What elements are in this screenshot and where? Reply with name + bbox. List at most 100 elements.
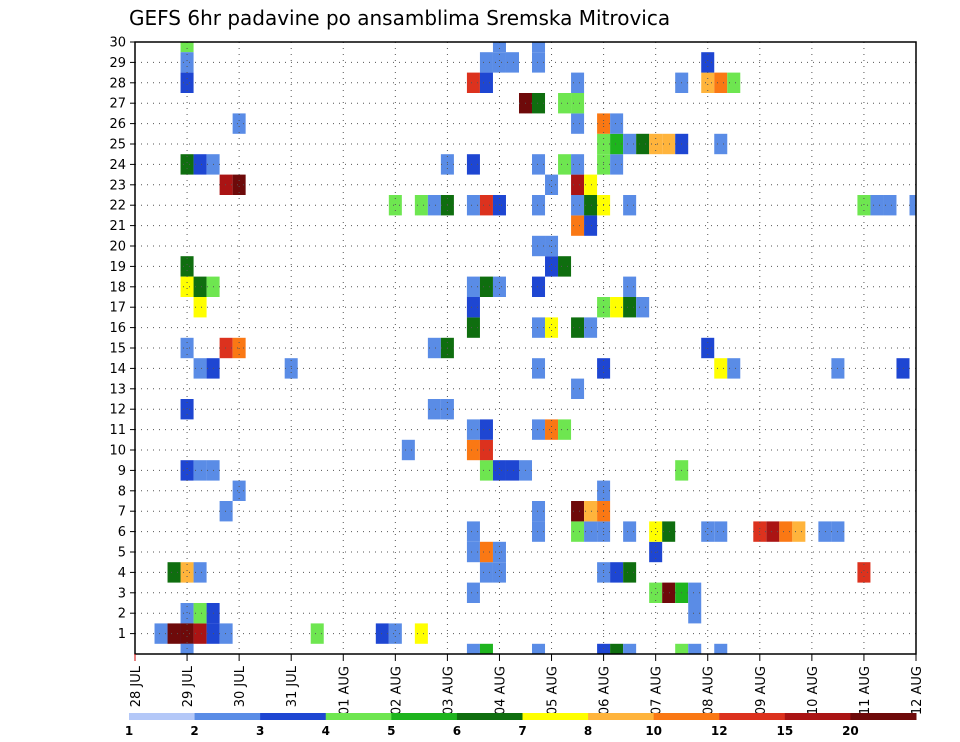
heatmap-cell xyxy=(610,154,624,175)
heatmap-cell xyxy=(180,276,194,297)
heatmap-cell xyxy=(466,317,480,338)
heatmap-cell xyxy=(492,276,506,297)
heatmap-cell xyxy=(232,113,246,134)
heatmap-cell xyxy=(623,195,637,216)
colorbar-segment xyxy=(129,713,196,720)
x-tick-label: 07 AUG xyxy=(650,666,665,715)
heatmap-cell xyxy=(584,521,598,542)
heatmap-cell xyxy=(532,276,546,297)
heatmap-cell xyxy=(219,337,233,359)
heatmap-cell xyxy=(193,276,207,297)
heatmap-cell xyxy=(193,358,207,379)
colorbar-segment xyxy=(653,713,720,720)
colorbar-label: 1 xyxy=(125,724,133,738)
colorbar-segment xyxy=(325,713,392,720)
heatmap-cell xyxy=(532,154,546,175)
heatmap-cell xyxy=(662,582,676,603)
heatmap-cell xyxy=(792,521,806,542)
x-tick-label: 09 AUG xyxy=(754,666,769,715)
heatmap-cell xyxy=(545,256,559,277)
y-tick-label: 25 xyxy=(109,138,126,153)
heatmap-cell xyxy=(623,562,637,583)
heatmap-cell xyxy=(727,72,741,93)
y-tick-label: 4 xyxy=(118,566,126,581)
heatmap-cell xyxy=(701,72,715,93)
colorbar-segment xyxy=(784,713,851,720)
heatmap-cell xyxy=(688,643,702,654)
heatmap-cell xyxy=(219,501,233,522)
heatmap-cell xyxy=(193,154,207,175)
heatmap-cell xyxy=(219,174,233,195)
heatmap-cell xyxy=(167,562,181,583)
heatmap-cell xyxy=(466,439,480,461)
heatmap-cell xyxy=(505,460,519,481)
y-tick-label: 30 xyxy=(109,36,126,51)
heatmap-cell xyxy=(558,256,572,277)
y-axis: 1234567891011121314151617181920212223242… xyxy=(109,36,135,642)
y-tick-label: 15 xyxy=(109,342,126,357)
heatmap-cell xyxy=(610,297,624,318)
heatmap-cell xyxy=(193,562,207,583)
heatmap-cell xyxy=(466,154,480,175)
heatmap-cell xyxy=(571,195,585,216)
heatmap-cell xyxy=(623,276,637,297)
heatmap-cell xyxy=(479,195,493,216)
colorbar-label: 8 xyxy=(584,724,592,738)
heatmap-cell xyxy=(584,215,598,236)
x-tick-label: 10 AUG xyxy=(806,666,821,715)
heatmap-cell xyxy=(466,521,480,542)
heatmap-cell xyxy=(193,297,207,318)
heatmap-cell xyxy=(466,419,480,440)
heatmap-cell xyxy=(466,541,480,563)
heatmap-cell xyxy=(532,501,546,522)
heatmap-cell xyxy=(558,419,572,440)
heatmap-cell xyxy=(180,256,194,277)
y-tick-label: 22 xyxy=(109,199,126,214)
colorbar-segment xyxy=(719,713,786,720)
heatmap-cell xyxy=(610,562,624,583)
heatmap-cell xyxy=(662,521,676,542)
colorbar-label: 10 xyxy=(645,724,662,738)
heatmap-cell xyxy=(466,72,480,93)
heatmap-cell xyxy=(701,52,715,73)
heatmap-cell xyxy=(427,337,441,359)
colorbar-label: 15 xyxy=(776,724,793,738)
heatmap-cell xyxy=(571,317,585,338)
x-tick-label: 05 AUG xyxy=(546,666,561,715)
colorbar-label: 6 xyxy=(453,724,461,738)
colorbar-label: 7 xyxy=(518,724,526,738)
heatmap-cell xyxy=(232,480,246,501)
heatmap-cell xyxy=(180,72,194,93)
heatmap-cell xyxy=(532,521,546,542)
heatmap-cell xyxy=(662,133,676,155)
y-tick-label: 10 xyxy=(109,444,126,459)
heatmap-cell xyxy=(571,72,585,93)
x-tick-label: 03 AUG xyxy=(441,666,456,715)
heatmap-cell xyxy=(532,358,546,379)
heatmap-cell xyxy=(610,133,624,155)
y-tick-label: 12 xyxy=(109,403,126,418)
heatmap-cell xyxy=(857,562,871,583)
heatmap-cell xyxy=(193,623,207,644)
heatmap-cell xyxy=(571,154,585,175)
heatmap-cell xyxy=(466,195,480,216)
y-tick-label: 3 xyxy=(118,586,126,601)
heatmap-cell xyxy=(193,603,207,624)
y-tick-label: 14 xyxy=(109,362,126,377)
heatmap-cell xyxy=(427,195,441,216)
heatmap-cell xyxy=(466,297,480,318)
x-axis: 28 JUL 29 JUL 30 JUL 31 JUL 01 AUG 02 AUG 03 A… xyxy=(129,654,925,715)
heatmap-cell xyxy=(571,215,585,236)
heatmap-cell xyxy=(479,52,493,73)
heatmap-cell xyxy=(818,521,832,542)
heatmap-cell xyxy=(492,460,506,481)
colorbar-segment xyxy=(194,713,261,720)
heatmap-cell xyxy=(571,174,585,195)
heatmap-cell xyxy=(584,174,598,195)
heatmap-cell xyxy=(466,276,480,297)
heatmap-cell xyxy=(180,603,194,624)
heatmap-cell xyxy=(610,643,624,654)
heatmap-cell xyxy=(857,195,871,216)
x-tick-label: 11 AUG xyxy=(858,666,873,715)
heatmap-cell xyxy=(571,93,585,114)
